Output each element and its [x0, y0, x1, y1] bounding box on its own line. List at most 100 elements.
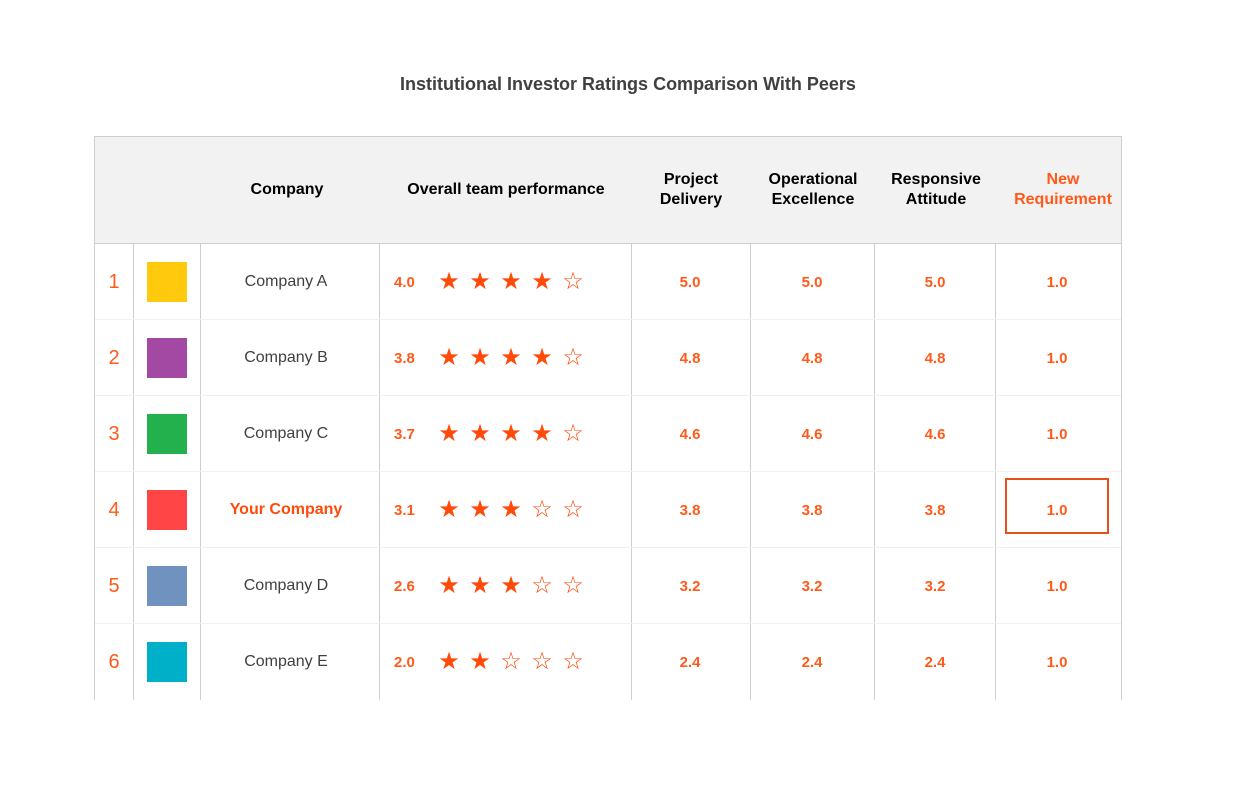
star-filled-icon: ★: [469, 268, 491, 295]
rank-number: 6: [108, 650, 120, 673]
grid-line: [94, 243, 95, 700]
overall-score: 2.6: [394, 577, 415, 595]
rank-number: 1: [108, 270, 120, 293]
new-requirement-value: 1.0: [1046, 577, 1068, 595]
star-filled-icon: ★: [469, 572, 491, 599]
star-rating: ★ ★ ★ ★ ☆: [437, 396, 585, 472]
star-empty-icon: ☆: [562, 268, 584, 295]
responsive-attitude-value: 5.0: [924, 273, 946, 291]
star-empty-icon: ☆: [531, 648, 553, 675]
row-divider: [95, 395, 1121, 396]
star-rating: ★ ★ ☆ ☆ ☆: [437, 624, 585, 700]
star-empty-icon: ☆: [562, 572, 584, 599]
row-divider: [95, 623, 1121, 624]
new-requirement-value: 1.0: [1046, 653, 1068, 671]
star-rating: ★ ★ ★ ★ ☆: [437, 244, 585, 320]
new-requirement-value: 1.0: [1046, 425, 1068, 443]
operational-excellence-value: 2.4: [801, 653, 823, 671]
company-name: Company C: [243, 425, 329, 442]
star-filled-icon: ★: [500, 268, 522, 295]
star-empty-icon: ☆: [500, 648, 522, 675]
page-title: Institutional Investor Ratings Compariso…: [400, 74, 856, 94]
star-filled-icon: ★: [438, 572, 460, 599]
table-row: 6 Company E 2.0 ★ ★ ☆ ☆ ☆ 2.4 2.4 2.4 1.0: [94, 624, 1122, 700]
responsive-attitude-value: 2.4: [924, 653, 946, 671]
star-filled-icon: ★: [500, 572, 522, 599]
project-delivery-value: 3.2: [679, 577, 701, 595]
header-new-requirement: New Requirement: [1014, 171, 1112, 208]
row-divider: [95, 319, 1121, 320]
overall-score: 3.1: [394, 501, 415, 519]
grid-line: [1121, 243, 1122, 700]
row-divider: [95, 547, 1121, 548]
rank-number: 2: [108, 346, 120, 369]
highlight-box: [1005, 478, 1109, 534]
star-empty-icon: ☆: [562, 344, 584, 371]
star-filled-icon: ★: [469, 648, 491, 675]
star-filled-icon: ★: [469, 344, 491, 371]
star-filled-icon: ★: [531, 268, 553, 295]
company-name: Company E: [244, 653, 328, 670]
star-filled-icon: ★: [500, 420, 522, 447]
overall-score: 2.0: [394, 653, 415, 671]
table-row: 1 Company A 4.0 ★ ★ ★ ★ ☆ 5.0 5.0 5.0 1.0: [94, 244, 1122, 320]
header-overall-team-performance: Overall team performance: [407, 181, 605, 198]
star-filled-icon: ★: [500, 344, 522, 371]
overall-score: 3.7: [394, 425, 415, 443]
project-delivery-value: 4.8: [679, 349, 701, 367]
table-row: 2 Company B 3.8 ★ ★ ★ ★ ☆ 4.8 4.8 4.8 1.0: [94, 320, 1122, 396]
overall-score: 4.0: [394, 273, 415, 291]
star-rating: ★ ★ ★ ★ ☆: [437, 320, 585, 396]
operational-excellence-value: 3.2: [801, 577, 823, 595]
rank-number: 3: [108, 422, 120, 445]
header-operational-excellence: Operational Excellence: [768, 171, 858, 208]
project-delivery-value: 4.6: [679, 425, 701, 443]
color-swatch: [147, 338, 187, 378]
project-delivery-value: 3.8: [679, 501, 701, 519]
rank-number: 4: [108, 498, 120, 521]
new-requirement-value: 1.0: [1046, 273, 1068, 291]
star-filled-icon: ★: [438, 268, 460, 295]
star-empty-icon: ☆: [531, 496, 553, 523]
overall-score: 3.8: [394, 349, 415, 367]
company-name: Your Company: [229, 501, 343, 518]
new-requirement-value: 1.0: [1046, 349, 1068, 367]
star-filled-icon: ★: [438, 420, 460, 447]
header-responsive-attitude: Responsive Attitude: [891, 171, 981, 208]
operational-excellence-value: 3.8: [801, 501, 823, 519]
responsive-attitude-value: 4.8: [924, 349, 946, 367]
color-swatch: [147, 414, 187, 454]
star-empty-icon: ☆: [531, 572, 553, 599]
color-swatch: [147, 262, 187, 302]
ratings-table: Company Overall team performance Project…: [94, 136, 1122, 700]
star-filled-icon: ★: [469, 420, 491, 447]
star-filled-icon: ★: [438, 344, 460, 371]
star-empty-icon: ☆: [562, 420, 584, 447]
color-swatch: [147, 642, 187, 682]
responsive-attitude-value: 3.2: [924, 577, 946, 595]
star-filled-icon: ★: [438, 648, 460, 675]
header-project-delivery: Project Delivery: [659, 171, 723, 208]
header-company: Company: [250, 181, 324, 198]
operational-excellence-value: 4.8: [801, 349, 823, 367]
responsive-attitude-value: 4.6: [924, 425, 946, 443]
star-filled-icon: ★: [469, 496, 491, 523]
table-row: 5 Company D 2.6 ★ ★ ★ ☆ ☆ 3.2 3.2 3.2 1.0: [94, 548, 1122, 624]
row-divider: [95, 471, 1121, 472]
star-rating: ★ ★ ★ ☆ ☆: [437, 548, 585, 624]
star-filled-icon: ★: [500, 496, 522, 523]
star-filled-icon: ★: [531, 344, 553, 371]
color-swatch: [147, 566, 187, 606]
operational-excellence-value: 4.6: [801, 425, 823, 443]
new-requirement-value: 1.0: [1046, 501, 1068, 519]
operational-excellence-value: 5.0: [801, 273, 823, 291]
project-delivery-value: 5.0: [679, 273, 701, 291]
star-rating: ★ ★ ★ ☆ ☆: [437, 472, 585, 548]
table-header: Company Overall team performance Project…: [94, 136, 1122, 244]
project-delivery-value: 2.4: [679, 653, 701, 671]
company-name: Company A: [244, 273, 328, 290]
table-row: 4 Your Company 3.1 ★ ★ ★ ☆ ☆ 3.8 3.8 3.8 1.0: [94, 472, 1122, 548]
company-name: Company D: [243, 577, 329, 594]
rank-number: 5: [108, 574, 120, 597]
star-filled-icon: ★: [438, 496, 460, 523]
